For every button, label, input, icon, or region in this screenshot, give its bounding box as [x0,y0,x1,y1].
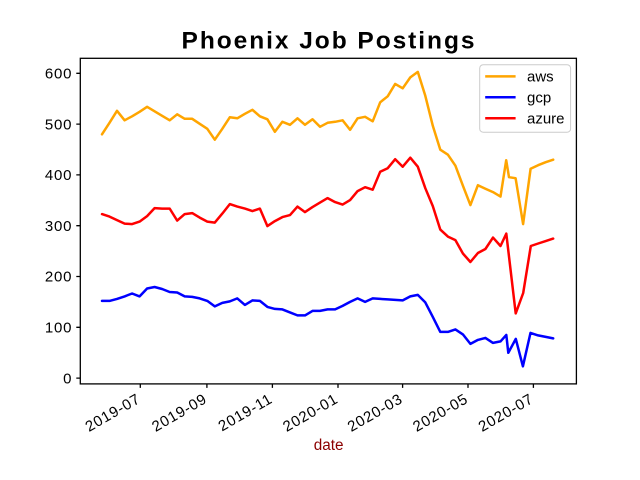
svg-text:azure: azure [527,111,565,128]
svg-text:300: 300 [45,218,72,235]
svg-text:400: 400 [45,167,72,184]
svg-text:100: 100 [45,320,72,337]
svg-text:600: 600 [45,66,72,83]
svg-text:500: 500 [45,116,72,133]
svg-text:Phoenix Job Postings: Phoenix Job Postings [182,28,477,55]
svg-text:aws: aws [527,69,554,86]
svg-text:gcp: gcp [527,89,551,106]
svg-text:200: 200 [45,269,72,286]
svg-text:0: 0 [63,370,72,387]
svg-text:date: date [314,437,344,454]
